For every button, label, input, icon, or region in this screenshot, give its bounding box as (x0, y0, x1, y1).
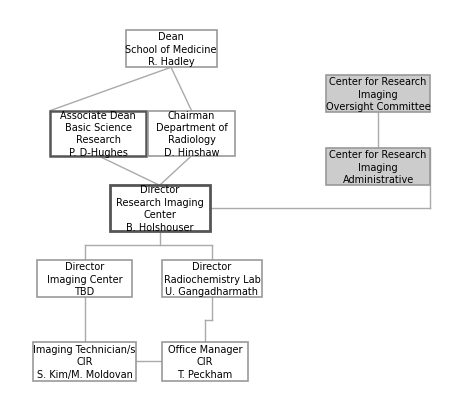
FancyBboxPatch shape (148, 111, 235, 156)
Text: Office Manager
CIR
T. Peckham: Office Manager CIR T. Peckham (168, 344, 242, 379)
Text: Center for Research
Imaging
Administrative: Center for Research Imaging Administrati… (329, 150, 427, 184)
Text: Chairman
Department of
Radiology
D. Hinshaw: Chairman Department of Radiology D. Hins… (155, 110, 228, 157)
Text: Director
Imaging Center
TBD: Director Imaging Center TBD (47, 262, 122, 297)
Text: Imaging Technician/s
CIR
S. Kim/M. Moldovan: Imaging Technician/s CIR S. Kim/M. Moldo… (33, 344, 136, 379)
Text: Director
Research Imaging
Center
B. Holshouser: Director Research Imaging Center B. Hols… (116, 185, 203, 232)
Text: Center for Research
Imaging
Oversight Committee: Center for Research Imaging Oversight Co… (326, 77, 430, 112)
Text: Director
Radiochemistry Lab
U. Gangadharmath: Director Radiochemistry Lab U. Gangadhar… (164, 262, 260, 297)
FancyBboxPatch shape (37, 261, 132, 298)
FancyBboxPatch shape (50, 111, 146, 156)
FancyBboxPatch shape (162, 342, 248, 381)
FancyBboxPatch shape (162, 261, 262, 298)
FancyBboxPatch shape (33, 342, 136, 381)
Text: Associate Dean
Basic Science
Research
P. D-Hughes: Associate Dean Basic Science Research P.… (60, 110, 136, 157)
FancyBboxPatch shape (326, 76, 430, 113)
FancyBboxPatch shape (326, 148, 430, 186)
FancyBboxPatch shape (126, 31, 217, 68)
FancyBboxPatch shape (109, 186, 210, 231)
Text: Dean
School of Medicine
R. Hadley: Dean School of Medicine R. Hadley (125, 32, 217, 67)
